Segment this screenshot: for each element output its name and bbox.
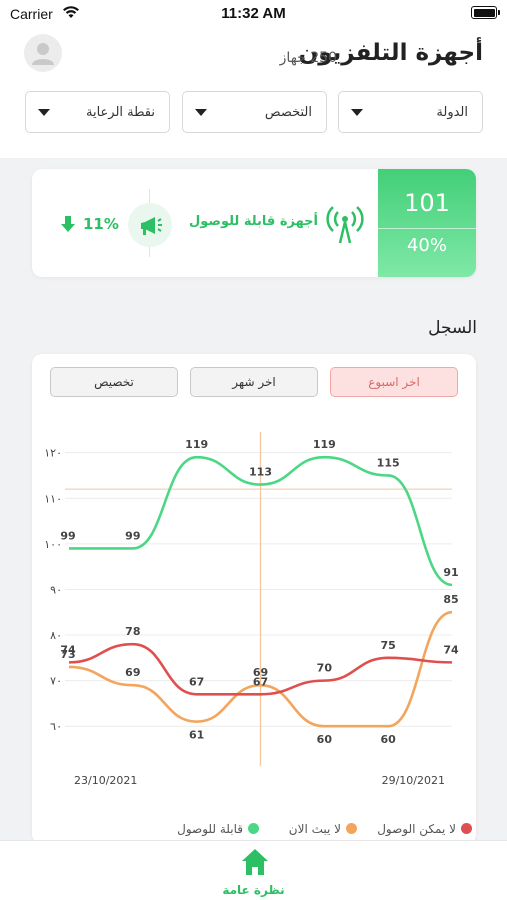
series-line-1: [68, 455, 453, 587]
data-label: 61: [189, 729, 204, 742]
y-tick-label: ٩٠: [50, 583, 62, 596]
data-label: 74: [60, 643, 76, 656]
home-icon[interactable]: [241, 847, 269, 877]
country-dropdown-label: الدولة: [436, 105, 468, 120]
care-point-dropdown[interactable]: نقطة الرعاية: [25, 91, 170, 133]
megaphone-icon: [128, 203, 172, 247]
chevron-down-icon: [195, 109, 207, 116]
data-label: 67: [189, 675, 204, 688]
country-dropdown[interactable]: الدولة: [338, 91, 483, 133]
data-label: 74: [443, 643, 459, 656]
reachable-percent: 40%: [406, 235, 447, 256]
data-label: 69: [253, 666, 268, 679]
data-label: 99: [60, 529, 75, 542]
top-header: Carrier 11:32 AM أجهزة التلفزيون 250 جها…: [0, 0, 507, 158]
data-label: 119: [313, 438, 336, 451]
status-bar: Carrier 11:32 AM: [0, 0, 507, 30]
carrier-label: Carrier: [10, 6, 53, 22]
tab-custom[interactable]: تخصيص: [50, 367, 178, 397]
legend-unreachable: لا يمكن الوصول: [377, 822, 472, 836]
specialty-dropdown-label: التخصص: [264, 105, 312, 120]
legend-reachable: قابلة للوصول: [177, 822, 259, 836]
battery-icon: [471, 6, 500, 19]
y-tick-label: ١٢٠: [44, 447, 62, 460]
data-label: 113: [249, 466, 272, 479]
data-label: 99: [125, 529, 140, 542]
data-label: 78: [125, 625, 140, 638]
series-line-3: [68, 642, 453, 696]
clock: 11:32 AM: [221, 5, 286, 22]
tab-last-week[interactable]: اخر اسبوع: [330, 367, 458, 397]
x-tick-label: 29/10/2021: [382, 774, 445, 787]
reachable-devices-label: أجهزة قابلة للوصول: [188, 214, 318, 229]
tab-last-month[interactable]: اخر شهر: [190, 367, 318, 397]
x-tick-label: 23/10/2021: [74, 774, 137, 787]
y-tick-label: ١١٠: [44, 492, 62, 505]
history-card: اخر اسبوع اخر شهر تخصيص ٦٠ ٧٠ ٨٠ ٩٠ ١٠٠ ١١٠ ١٢…: [32, 354, 476, 844]
summary-card: 101 40% أجهزة قابلة للوصول 11%: [32, 169, 476, 277]
summary-value-block: 101 40%: [378, 169, 476, 277]
divider: [378, 228, 476, 229]
change-percent: 11%: [83, 215, 119, 233]
data-label: 60: [381, 733, 397, 746]
care-point-dropdown-label: نقطة الرعاية: [85, 105, 155, 120]
chart-legend: لا يمكن الوصول لا يبث الان قابلة للوصول: [92, 822, 472, 840]
legend-dot: [248, 823, 259, 834]
antenna-icon: [326, 206, 364, 244]
legend-not-broadcasting: لا يبث الان: [289, 822, 357, 836]
data-label: 85: [443, 593, 458, 606]
data-label: 69: [125, 666, 140, 679]
y-tick-label: ٧٠: [50, 675, 62, 688]
page-title: أجهزة التلفزيون: [298, 40, 483, 66]
data-label: 67: [253, 675, 268, 688]
data-label: 70: [317, 662, 333, 675]
reachable-count: 101: [404, 189, 450, 217]
legend-dot: [346, 823, 357, 834]
user-icon: [32, 43, 54, 65]
data-label: 75: [381, 639, 396, 652]
tab-overview[interactable]: نظرة عامة: [222, 883, 285, 897]
y-tick-label: ٨٠: [50, 629, 62, 642]
data-label: 115: [377, 456, 400, 469]
device-count: 250 جهاز: [279, 50, 337, 66]
avatar[interactable]: [24, 34, 62, 72]
data-label: 119: [185, 438, 208, 451]
series-line-2: [68, 610, 453, 728]
chevron-down-icon: [38, 109, 50, 116]
chevron-down-icon: [351, 109, 363, 116]
specialty-dropdown[interactable]: التخصص: [182, 91, 327, 133]
bottom-tab-bar: نظرة عامة: [0, 840, 507, 900]
y-tick-label: ٦٠: [50, 720, 62, 733]
legend-dot: [461, 823, 472, 834]
y-tick-label: ١٠٠: [44, 538, 62, 551]
wifi-icon: [63, 6, 79, 18]
data-label: 73: [60, 648, 75, 661]
history-title: السجل: [428, 318, 477, 338]
data-label: 91: [443, 566, 458, 579]
data-label: 60: [317, 733, 333, 746]
arrow-down-icon: [61, 216, 75, 232]
